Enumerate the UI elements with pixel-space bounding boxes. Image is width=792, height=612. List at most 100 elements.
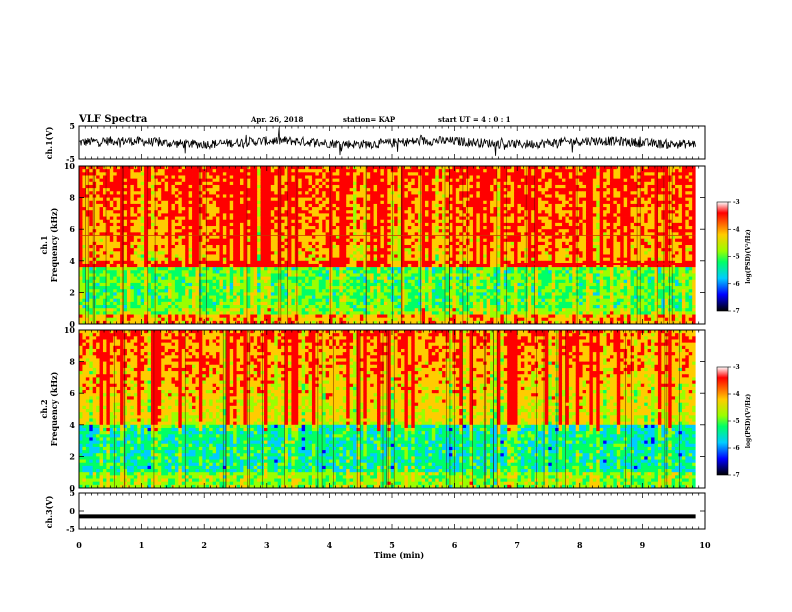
spectrogram-cell (318, 194, 323, 198)
spectrogram-cell (647, 175, 652, 180)
spectrogram-cell (599, 181, 604, 186)
spectrogram-cell (79, 197, 83, 202)
spectrogram-cell (517, 219, 522, 224)
spectrogram-cell (668, 175, 673, 180)
spectrogram-cell (370, 229, 375, 233)
spectrogram-cell (353, 210, 357, 214)
spectrogram-cell (562, 166, 566, 170)
spectrogram-cell (633, 232, 638, 236)
spectrogram-cell (428, 184, 433, 189)
spectrogram-cell (544, 207, 549, 211)
spectrogram-cell (531, 197, 536, 202)
spectrogram-cell (178, 184, 183, 189)
spectrogram-cell (353, 241, 357, 246)
spectrogram-cell (661, 245, 666, 249)
spectrogram-cell (329, 207, 333, 211)
spectrogram-cell (130, 232, 135, 236)
spectrogram-cell (150, 188, 155, 192)
spectrogram-cell (421, 207, 426, 211)
spectrogram-cell (82, 200, 87, 205)
spectrogram-cell (448, 203, 453, 208)
spectrogram-cell (640, 245, 645, 249)
spectrogram-cell (342, 166, 347, 170)
spectrogram-cell (370, 245, 375, 249)
spectrogram-cell (664, 229, 669, 233)
spectrogram-cell (592, 226, 597, 230)
spectrogram-cell (462, 210, 467, 214)
spectrogram-cell (192, 178, 196, 183)
spectrogram-cell (233, 181, 237, 186)
spectrogram-cell (517, 184, 522, 189)
spectrogram-cell (644, 181, 649, 186)
spectrogram-cell (109, 229, 114, 233)
spectrogram-cell (140, 200, 145, 205)
spectrogram-cell (613, 203, 618, 208)
spectrogram-cell (267, 194, 272, 198)
spectrogram-cell (404, 238, 409, 243)
spectrogram-cell (85, 169, 90, 173)
spectrogram-cell (664, 169, 669, 173)
spectrogram-cell (616, 194, 621, 198)
spectrogram-cell (476, 210, 481, 214)
spectrogram-cell (339, 219, 344, 224)
spectrogram-cell (85, 172, 90, 176)
spectrogram-cell (627, 203, 631, 208)
spectrogram-cell (133, 207, 138, 211)
spectrogram-cell (616, 216, 621, 221)
spectrogram-cell (85, 245, 90, 249)
spectrogram-cell (329, 216, 333, 221)
spectrogram-cell (359, 222, 364, 227)
spectrogram-cell (270, 245, 275, 249)
spectrogram-cell (623, 169, 628, 173)
spectrogram-cell (380, 191, 385, 195)
spectrogram-cell (195, 232, 200, 236)
spectrogram-cell (592, 216, 597, 221)
spectrogram-cell (383, 172, 388, 176)
spectrogram-cell (424, 203, 429, 208)
spectrogram-cell (380, 210, 385, 214)
spectrogram-cell (99, 175, 104, 180)
spectrogram-cell (109, 175, 114, 180)
spectrogram-cell (164, 219, 169, 224)
spectrogram-cell (116, 213, 121, 217)
spectrogram-cell (335, 235, 340, 240)
spectrogram-cell (305, 188, 309, 192)
spectrogram-cell (527, 188, 532, 192)
spectrogram-cell (647, 178, 652, 183)
spectrogram-cell (431, 222, 436, 227)
spectrogram-cell (243, 172, 248, 176)
spectrogram-cell (681, 184, 686, 189)
spectrogram-cell (435, 166, 440, 170)
spectrogram-cell (421, 175, 426, 180)
spectrogram-cell (606, 166, 611, 170)
spectrogram-cell (459, 172, 464, 176)
spectrogram-cell (442, 188, 446, 192)
spectrogram-cell (298, 184, 303, 189)
spectrogram-cell (562, 226, 566, 230)
spectrogram-cell (298, 200, 303, 205)
spectrogram-cell (616, 188, 621, 192)
spectrogram-cell (531, 191, 536, 195)
spectrogram-cell (281, 232, 285, 236)
spectrogram-cell (496, 172, 501, 176)
spectrogram-cell (164, 232, 169, 236)
spectrogram-cell (404, 213, 409, 217)
spectrogram-cell (246, 203, 251, 208)
spectrogram-cell (401, 222, 405, 227)
spectrogram-cell (496, 166, 501, 170)
spectrogram-cell (452, 200, 457, 205)
spectrogram-cell (311, 245, 316, 249)
spectrogram-cell (442, 197, 446, 202)
spectrogram-cell (171, 166, 176, 170)
spectrogram-cell (644, 210, 649, 214)
spectrogram-cell (349, 216, 354, 221)
spectrogram-cell (668, 188, 673, 192)
spectrogram-cell (692, 226, 697, 230)
spectrogram-cell (414, 210, 419, 214)
spectrogram-cell (503, 229, 508, 233)
spectrogram-cell (185, 229, 190, 233)
spectrogram-cell (438, 207, 443, 211)
spectrogram-cell (503, 191, 508, 195)
spectrogram-cell (558, 232, 563, 236)
spectrogram-cell (233, 241, 237, 246)
